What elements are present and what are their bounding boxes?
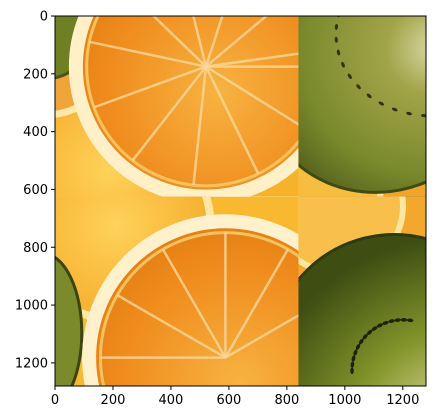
y-tick-label: 1200 <box>15 356 48 371</box>
x-tick-label: 1200 <box>386 393 419 408</box>
image-tile-bottom-left <box>55 196 299 386</box>
x-tick-label: 600 <box>216 393 241 408</box>
y-tick-label: 200 <box>23 67 48 82</box>
y-tick-label: 1000 <box>15 299 48 314</box>
axes-frame <box>54 15 427 387</box>
x-axis: 0 200 400 600 800 1000 1200 <box>51 386 419 408</box>
y-tick-label: 400 <box>23 125 48 140</box>
image-tile-top-left <box>55 16 299 197</box>
y-axis: 0 200 400 600 800 1000 1200 <box>15 10 55 371</box>
x-tick-label: 400 <box>159 393 184 408</box>
y-tick-label: 600 <box>23 183 48 198</box>
y-tick-label: 0 <box>40 10 48 25</box>
image-tile-bottom-right <box>298 196 426 386</box>
y-tick-label: 800 <box>23 241 48 256</box>
image-tile-top-right <box>298 16 426 197</box>
x-tick-label: 200 <box>101 393 126 408</box>
x-tick-label: 0 <box>51 393 59 408</box>
x-tick-label: 800 <box>274 393 299 408</box>
x-tick-label: 1000 <box>328 393 361 408</box>
